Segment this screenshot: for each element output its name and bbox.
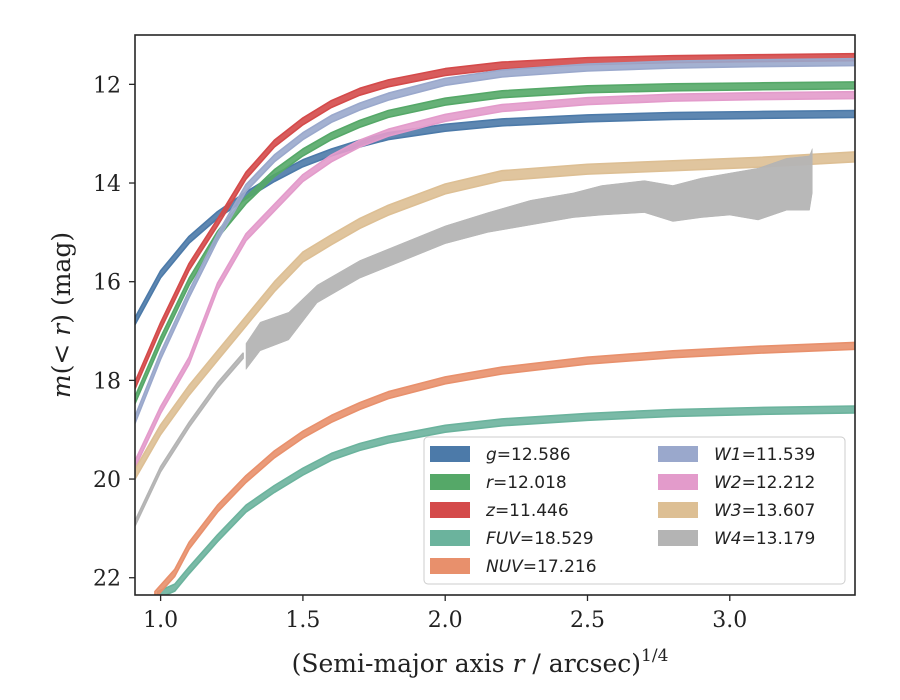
legend-label-w3: W3=13.607 (714, 501, 815, 521)
legend-swatch-r (430, 474, 470, 490)
series-band-w2 (135, 90, 855, 469)
legend-swatch-w4 (658, 530, 698, 546)
legend-frame (423, 436, 846, 585)
y-tick-label: 20 (93, 468, 121, 493)
series-band-w4 (135, 352, 244, 527)
x-tick-label: 1.5 (285, 608, 320, 633)
y-tick-label: 16 (93, 271, 121, 296)
y-tick-label: 14 (93, 172, 121, 197)
legend-label-w4: W4=13.179 (714, 529, 815, 549)
legend-swatch-nuv (430, 558, 470, 574)
legend-swatch-w1 (658, 446, 698, 462)
y-axis: 12 14 16 18 20 22 (93, 73, 135, 592)
legend-swatch-z (430, 502, 470, 518)
legend-label-g: g=12.586 (486, 445, 571, 465)
x-tick-label: 1.0 (143, 608, 178, 633)
legend-label-r: r=12.018 (486, 473, 567, 493)
x-tick-label: 2.5 (570, 608, 605, 633)
legend-label-z: z=11.446 (485, 501, 569, 521)
series-band-z (135, 52, 855, 390)
x-tick-label: 3.0 (712, 608, 747, 633)
y-tick-label: 18 (93, 369, 121, 394)
legend: g=12.586 r=12.018 z=11.446 FUV=18.529 NUV=17… (423, 436, 846, 585)
y-tick-label: 22 (93, 567, 121, 592)
y-axis-label: m(< r) (mag) (47, 232, 76, 398)
legend-label-w1: W1=11.539 (714, 445, 815, 465)
x-axis-label: (Semi-major axis r / arcsec)1/4 (292, 646, 669, 678)
legend-label-nuv: NUV=17.216 (486, 557, 597, 577)
legend-swatch-fuv (430, 530, 470, 546)
x-axis: 1.0 1.5 2.0 2.5 3.0 (143, 595, 747, 633)
legend-label-fuv: FUV=18.529 (486, 529, 594, 549)
legend-swatch-w2 (658, 474, 698, 490)
legend-label-w2: W2=12.212 (714, 473, 815, 493)
series-band-r (135, 81, 855, 405)
plot-frame (134, 34, 856, 596)
series-band-nuv (154, 341, 855, 595)
series-band-w1 (135, 57, 855, 425)
series-layer (135, 52, 855, 595)
y-tick-label: 12 (93, 73, 121, 98)
series-band-w3 (135, 151, 855, 480)
legend-swatch-w3 (658, 502, 698, 518)
x-tick-label: 2.0 (428, 608, 463, 633)
legend-swatch-g (430, 446, 470, 462)
series-band-w4-extension (245, 148, 813, 370)
series-band-fuv (157, 405, 855, 595)
